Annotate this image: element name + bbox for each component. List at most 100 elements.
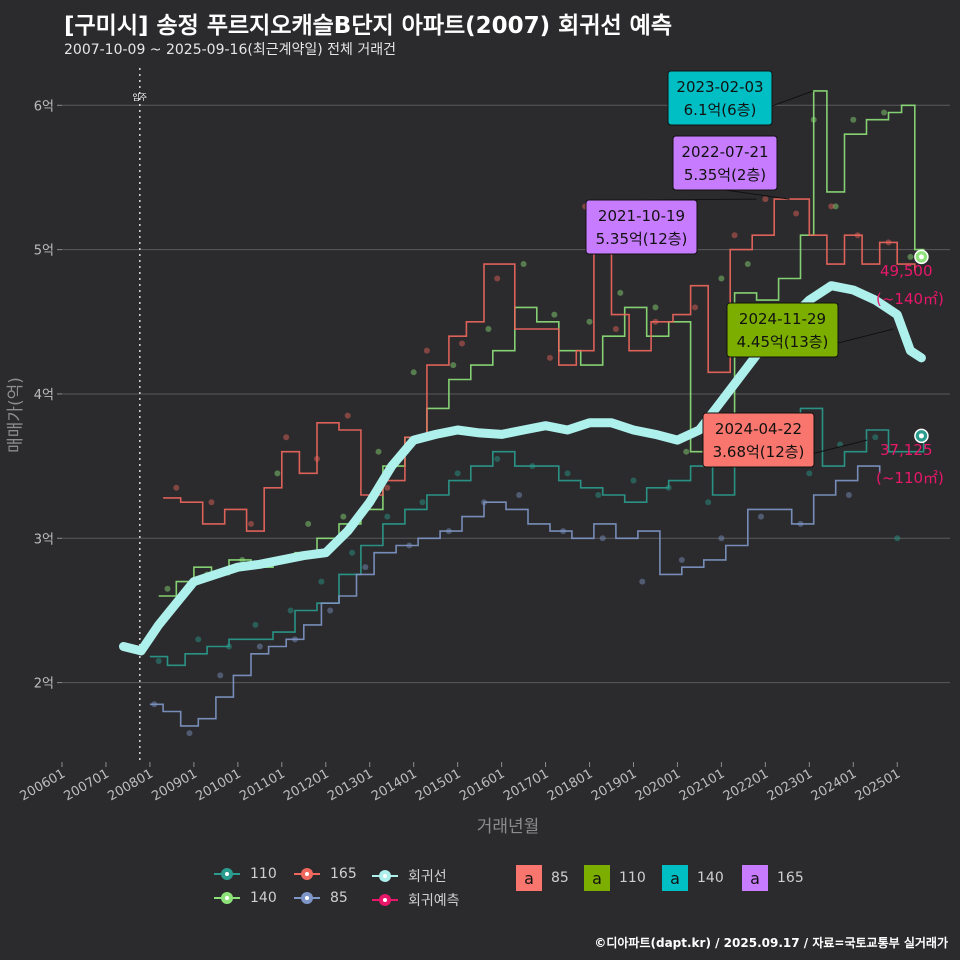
scatter-point-110 bbox=[287, 607, 294, 614]
annotation-box bbox=[726, 302, 839, 358]
legend-item: 회귀예측 bbox=[372, 890, 460, 910]
scatter-point-110 bbox=[665, 484, 672, 491]
scatter-point-140 bbox=[410, 369, 417, 376]
x-tick-label: 200901 bbox=[149, 766, 199, 804]
x-tick-label: 202501 bbox=[853, 766, 903, 804]
x-tick-label: 201901 bbox=[589, 766, 639, 804]
annotations: 2023-02-03 6.1억(6층) 2022-07-21 5.35억(2층) 202… bbox=[585, 70, 944, 487]
annotation-box bbox=[585, 199, 698, 255]
scatter-point-85 bbox=[516, 491, 523, 498]
legend-item: 140 bbox=[214, 890, 277, 906]
annotation-price: 3.68억(12층) bbox=[713, 443, 805, 461]
scatter-point-165 bbox=[208, 499, 215, 506]
scatter-point-140 bbox=[164, 585, 171, 592]
scatter-point-85 bbox=[362, 564, 369, 571]
scatter-point-110 bbox=[894, 535, 901, 542]
scatter-point-85 bbox=[757, 513, 764, 520]
legend-label: 회귀예측 bbox=[408, 893, 460, 909]
scatter-point-140 bbox=[485, 326, 492, 333]
legend-item: 110 bbox=[214, 866, 277, 882]
scatter-point-140 bbox=[586, 318, 593, 325]
scatter-point-110 bbox=[155, 657, 162, 664]
chart-title: [구미시] 송정 푸르지오캐슬B단지 아파트(2007) 회귀선 예측 bbox=[64, 13, 672, 39]
scatter-point-85 bbox=[217, 672, 224, 679]
y-tick-label: 2억 bbox=[34, 677, 54, 692]
x-tick-label: 202101 bbox=[677, 766, 727, 804]
scatter-point-140 bbox=[718, 275, 725, 282]
scatter-point-165 bbox=[344, 412, 351, 419]
annotation-price: 5.35억(12층) bbox=[596, 230, 688, 248]
legend-label: 165 bbox=[330, 866, 357, 882]
scatter-point-140 bbox=[239, 556, 246, 563]
legend-box-swatch: a bbox=[516, 865, 542, 891]
y-tick-label: 6억 bbox=[34, 99, 54, 114]
legend-label: 140 bbox=[250, 890, 277, 906]
chart-subtitle: 2007-10-09 ~ 2025-09-16(최근계약일) 전체 거래건 bbox=[64, 42, 396, 58]
scatter-point-110 bbox=[454, 470, 461, 477]
x-tick-label: 202401 bbox=[809, 766, 859, 804]
x-tick-label: 200801 bbox=[105, 766, 155, 804]
annotation-box bbox=[667, 70, 773, 126]
x-tick-label: 201101 bbox=[237, 766, 287, 804]
source-caption: ©디아파트(dapt.kr) / 2025.09.17 / 자료=국토교통부 실… bbox=[594, 936, 948, 950]
scatter-point-165 bbox=[885, 239, 892, 246]
scatter-point-165 bbox=[173, 484, 180, 491]
scatter-point-140 bbox=[810, 116, 817, 123]
prediction-area: (~140㎡) bbox=[876, 290, 944, 308]
scatter-point-140 bbox=[340, 513, 347, 520]
legend-box-item: a 165 bbox=[742, 865, 804, 891]
scatter-point-140 bbox=[683, 448, 690, 455]
scatter-point-165 bbox=[731, 232, 738, 239]
x-tick-label: 201701 bbox=[501, 766, 551, 804]
legend-swatch bbox=[214, 866, 240, 882]
scatter-point-85 bbox=[445, 528, 452, 535]
annotation-date: 2021-10-19 bbox=[598, 207, 685, 225]
prediction-value: 49,500 bbox=[880, 262, 933, 280]
annotation-box bbox=[702, 412, 815, 468]
x-tick-label: 201601 bbox=[457, 766, 507, 804]
legend-label: 85 bbox=[330, 890, 348, 906]
x-tick-label: 201801 bbox=[545, 766, 595, 804]
legend-label: 회귀선 bbox=[408, 869, 447, 885]
scatter-point-110 bbox=[252, 621, 259, 628]
y-tick-label: 4억 bbox=[34, 388, 54, 403]
legend-box-item: a 140 bbox=[662, 865, 724, 891]
annotation-date: 2024-11-29 bbox=[739, 310, 826, 328]
prediction-value: 37,125 bbox=[880, 441, 933, 459]
legend-swatch bbox=[294, 890, 320, 906]
scatter-point-85 bbox=[406, 542, 413, 549]
scatter-point-85 bbox=[639, 578, 646, 585]
legend-box-item: a 85 bbox=[516, 865, 569, 891]
y-axis-title: 매매가(억) bbox=[6, 377, 26, 453]
scatter-point-140 bbox=[832, 203, 839, 210]
scatter-point-165 bbox=[546, 354, 553, 361]
scatter-point-165 bbox=[384, 484, 391, 491]
annotation-date: 2024-04-22 bbox=[715, 420, 802, 438]
annotation-price: 4.45억(13층) bbox=[737, 333, 829, 351]
legend-label: 110 bbox=[250, 866, 277, 882]
scatter-point-140 bbox=[520, 261, 527, 268]
annotation-leader bbox=[724, 189, 790, 200]
series-lines bbox=[149, 90, 925, 727]
scatter-point-110 bbox=[872, 434, 879, 441]
scatter-point-85 bbox=[186, 730, 193, 737]
x-tick-label: 200601 bbox=[18, 766, 68, 804]
scatter-point-110 bbox=[226, 643, 233, 650]
x-tick-label: 202301 bbox=[765, 766, 815, 804]
x-tick-label: 201301 bbox=[325, 766, 375, 804]
scatter-point-140 bbox=[850, 116, 857, 123]
legend-item: 회귀선 bbox=[372, 866, 447, 886]
legend-box-swatch: a bbox=[662, 865, 688, 891]
scatter-point-165 bbox=[248, 520, 255, 527]
scatter-point-165 bbox=[612, 326, 619, 333]
scatter-point-110 bbox=[595, 491, 602, 498]
legend-box-label: 140 bbox=[697, 870, 724, 886]
x-axis-title: 거래년월 bbox=[477, 817, 540, 837]
annotation-price: 5.35억(2층) bbox=[684, 166, 766, 184]
scatter-point-165 bbox=[652, 318, 659, 325]
scatter-point-110 bbox=[806, 470, 813, 477]
series-line-110 bbox=[149, 407, 925, 667]
scatter-point-110 bbox=[384, 513, 391, 520]
scatter-point-140 bbox=[744, 261, 751, 268]
scatter-point-140 bbox=[450, 362, 457, 369]
